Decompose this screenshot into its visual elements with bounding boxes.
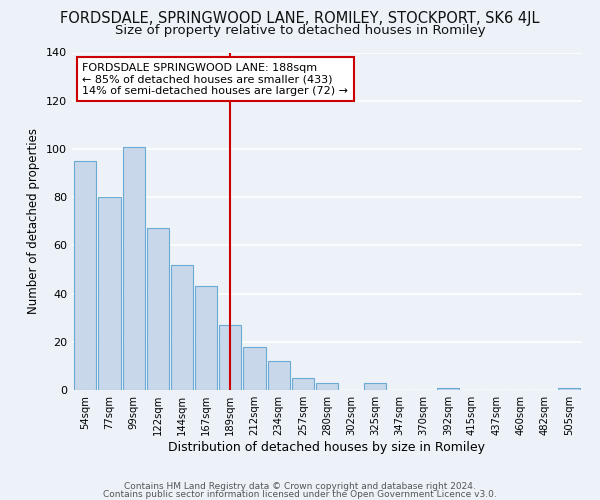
Bar: [146, 228, 169, 390]
Bar: [268, 361, 290, 390]
X-axis label: Distribution of detached houses by size in Romiley: Distribution of detached houses by size …: [169, 441, 485, 454]
Bar: [219, 325, 241, 390]
Text: Contains HM Land Registry data © Crown copyright and database right 2024.: Contains HM Land Registry data © Crown c…: [124, 482, 476, 491]
Text: Contains public sector information licensed under the Open Government Licence v3: Contains public sector information licen…: [103, 490, 497, 499]
Bar: [122, 146, 145, 390]
Bar: [437, 388, 459, 390]
Bar: [74, 161, 97, 390]
Text: Size of property relative to detached houses in Romiley: Size of property relative to detached ho…: [115, 24, 485, 37]
Bar: [557, 388, 580, 390]
Bar: [244, 346, 266, 390]
Bar: [98, 197, 121, 390]
Bar: [364, 383, 386, 390]
Y-axis label: Number of detached properties: Number of detached properties: [28, 128, 40, 314]
Bar: [316, 383, 338, 390]
Bar: [171, 264, 193, 390]
Text: FORDSDALE, SPRINGWOOD LANE, ROMILEY, STOCKPORT, SK6 4JL: FORDSDALE, SPRINGWOOD LANE, ROMILEY, STO…: [60, 11, 540, 26]
Text: FORDSDALE SPRINGWOOD LANE: 188sqm
← 85% of detached houses are smaller (433)
14%: FORDSDALE SPRINGWOOD LANE: 188sqm ← 85% …: [82, 62, 348, 96]
Bar: [292, 378, 314, 390]
Bar: [195, 286, 217, 390]
